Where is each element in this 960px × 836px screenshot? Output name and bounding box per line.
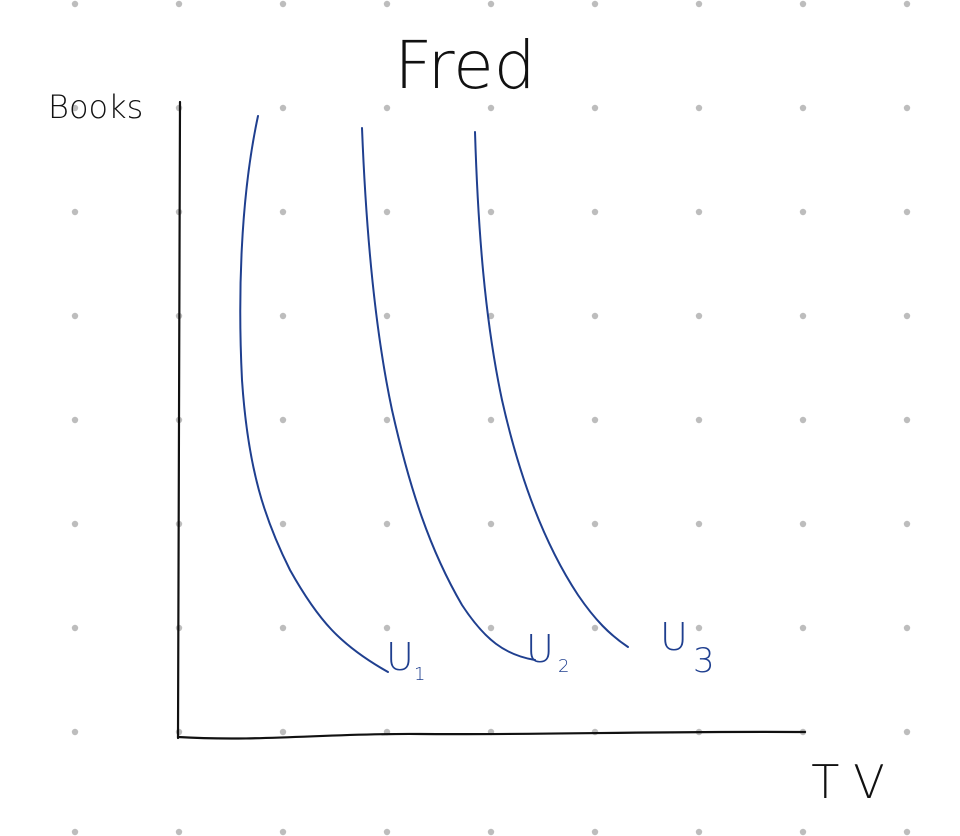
x-axis-label: TV: [811, 755, 899, 809]
grid-dot: [695, 624, 703, 632]
curve-label-u1: U 1: [386, 635, 425, 685]
dot-grid: [71, 0, 911, 836]
grid-dot: [175, 0, 183, 8]
grid-dot: [279, 416, 287, 424]
grid-dot: [383, 520, 391, 528]
grid-dot: [903, 828, 911, 836]
grid-dot: [799, 104, 807, 112]
grid-dot: [487, 312, 495, 320]
grid-dot: [695, 104, 703, 112]
grid-dot: [903, 416, 911, 424]
grid-dot: [695, 416, 703, 424]
curve-label-u3: U 3: [660, 615, 715, 681]
grid-dot: [71, 728, 79, 736]
grid-dot: [903, 0, 911, 8]
grid-dot: [487, 104, 495, 112]
grid-dot: [71, 0, 79, 8]
grid-dot: [383, 312, 391, 320]
svg-text:2: 2: [558, 656, 569, 677]
grid-dot: [903, 104, 911, 112]
grid-dot: [383, 208, 391, 216]
grid-dot: [695, 0, 703, 8]
grid-dot: [799, 624, 807, 632]
grid-dot: [71, 104, 79, 112]
grid-dot: [695, 520, 703, 528]
y-axis-label: Books: [48, 88, 143, 126]
grid-dot: [591, 312, 599, 320]
curve-label-u2: U 2: [526, 627, 569, 677]
grid-dot: [591, 624, 599, 632]
grid-dot: [175, 828, 183, 836]
grid-dot: [591, 0, 599, 8]
grid-dot: [903, 728, 911, 736]
grid-dot: [799, 828, 807, 836]
grid-dot: [279, 728, 287, 736]
grid-dot: [71, 520, 79, 528]
svg-text:3: 3: [693, 641, 715, 681]
grid-dot: [591, 828, 599, 836]
indifference-curve-u1: [239, 115, 389, 673]
grid-dot: [799, 208, 807, 216]
grid-dot: [487, 520, 495, 528]
svg-text:U: U: [386, 635, 414, 679]
grid-dot: [383, 828, 391, 836]
svg-text:U: U: [526, 627, 554, 671]
grid-dot: [591, 416, 599, 424]
grid-dot: [487, 208, 495, 216]
grid-dot: [279, 208, 287, 216]
grid-dot: [279, 0, 287, 8]
grid-dot: [383, 416, 391, 424]
indifference-curve-u2: [361, 127, 536, 661]
diagram-title: Fred: [394, 27, 535, 104]
svg-text:1: 1: [414, 664, 425, 685]
svg-text:U: U: [660, 615, 688, 659]
grid-dot: [591, 520, 599, 528]
grid-dot: [903, 624, 911, 632]
grid-dot: [279, 828, 287, 836]
grid-dot: [799, 312, 807, 320]
grid-dot: [695, 208, 703, 216]
grid-dot: [695, 828, 703, 836]
grid-dot: [71, 208, 79, 216]
grid-dot: [487, 828, 495, 836]
grid-dot: [487, 624, 495, 632]
grid-dot: [903, 208, 911, 216]
grid-dot: [591, 208, 599, 216]
grid-dot: [71, 624, 79, 632]
grid-dot: [71, 312, 79, 320]
grid-dot: [695, 312, 703, 320]
grid-dot: [279, 104, 287, 112]
grid-dot: [487, 416, 495, 424]
grid-dot: [383, 624, 391, 632]
grid-dot: [279, 624, 287, 632]
x-axis-line: [176, 730, 807, 740]
grid-dot: [487, 0, 495, 8]
grid-dot: [799, 520, 807, 528]
grid-dot: [383, 104, 391, 112]
grid-dot: [279, 312, 287, 320]
indifference-curve-u3: [474, 131, 629, 648]
grid-dot: [71, 416, 79, 424]
grid-dot: [279, 520, 287, 528]
grid-dot: [383, 0, 391, 8]
y-axis-line: [176, 100, 182, 740]
grid-dot: [71, 828, 79, 836]
grid-dot: [799, 0, 807, 8]
grid-dot: [903, 520, 911, 528]
grid-dot: [903, 312, 911, 320]
grid-dot: [591, 104, 599, 112]
grid-dot: [799, 416, 807, 424]
